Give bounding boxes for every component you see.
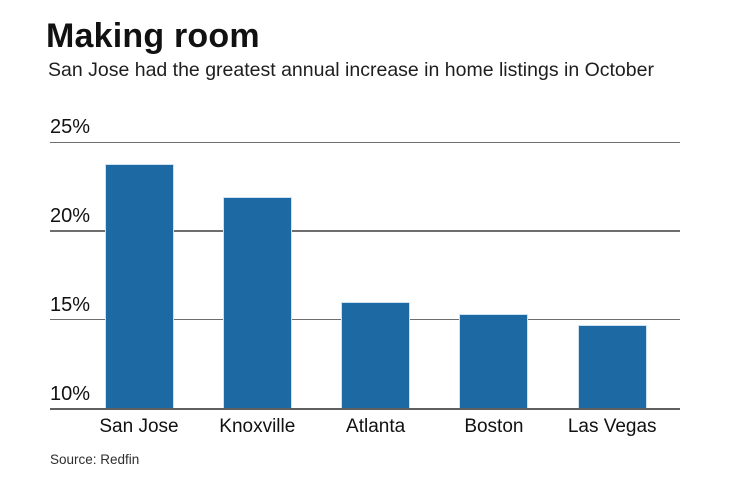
chart-subtitle: San Jose had the greatest annual increas… xyxy=(48,59,654,81)
bar-atlanta xyxy=(341,302,411,409)
y-tick-label: 15% xyxy=(50,293,91,316)
gridline xyxy=(50,141,680,143)
x-axis-label: Atlanta xyxy=(346,416,406,437)
x-axis-label: San Jose xyxy=(99,416,179,437)
y-tick-label: 20% xyxy=(50,205,91,227)
y-tick-label: 25% xyxy=(50,116,91,139)
source-note: Source: Redfin xyxy=(50,452,140,467)
bar-las-vegas xyxy=(577,325,647,409)
bar-boston xyxy=(459,314,529,409)
x-axis-label: Boston xyxy=(464,416,524,437)
x-axis-label: Las Vegas xyxy=(567,416,657,437)
x-axis-label: Knoxville xyxy=(219,416,296,437)
y-tick-label: 10% xyxy=(50,382,91,405)
gridline xyxy=(50,230,680,232)
chart-title: Making room xyxy=(46,17,260,55)
x-axis-line xyxy=(50,407,680,410)
bar-chart: 25% 20% 15% 10% San Jose Knoxville Atlanta Bost… xyxy=(50,0,680,482)
bar-knoxville xyxy=(222,197,292,409)
bar-san-jose xyxy=(104,163,174,409)
